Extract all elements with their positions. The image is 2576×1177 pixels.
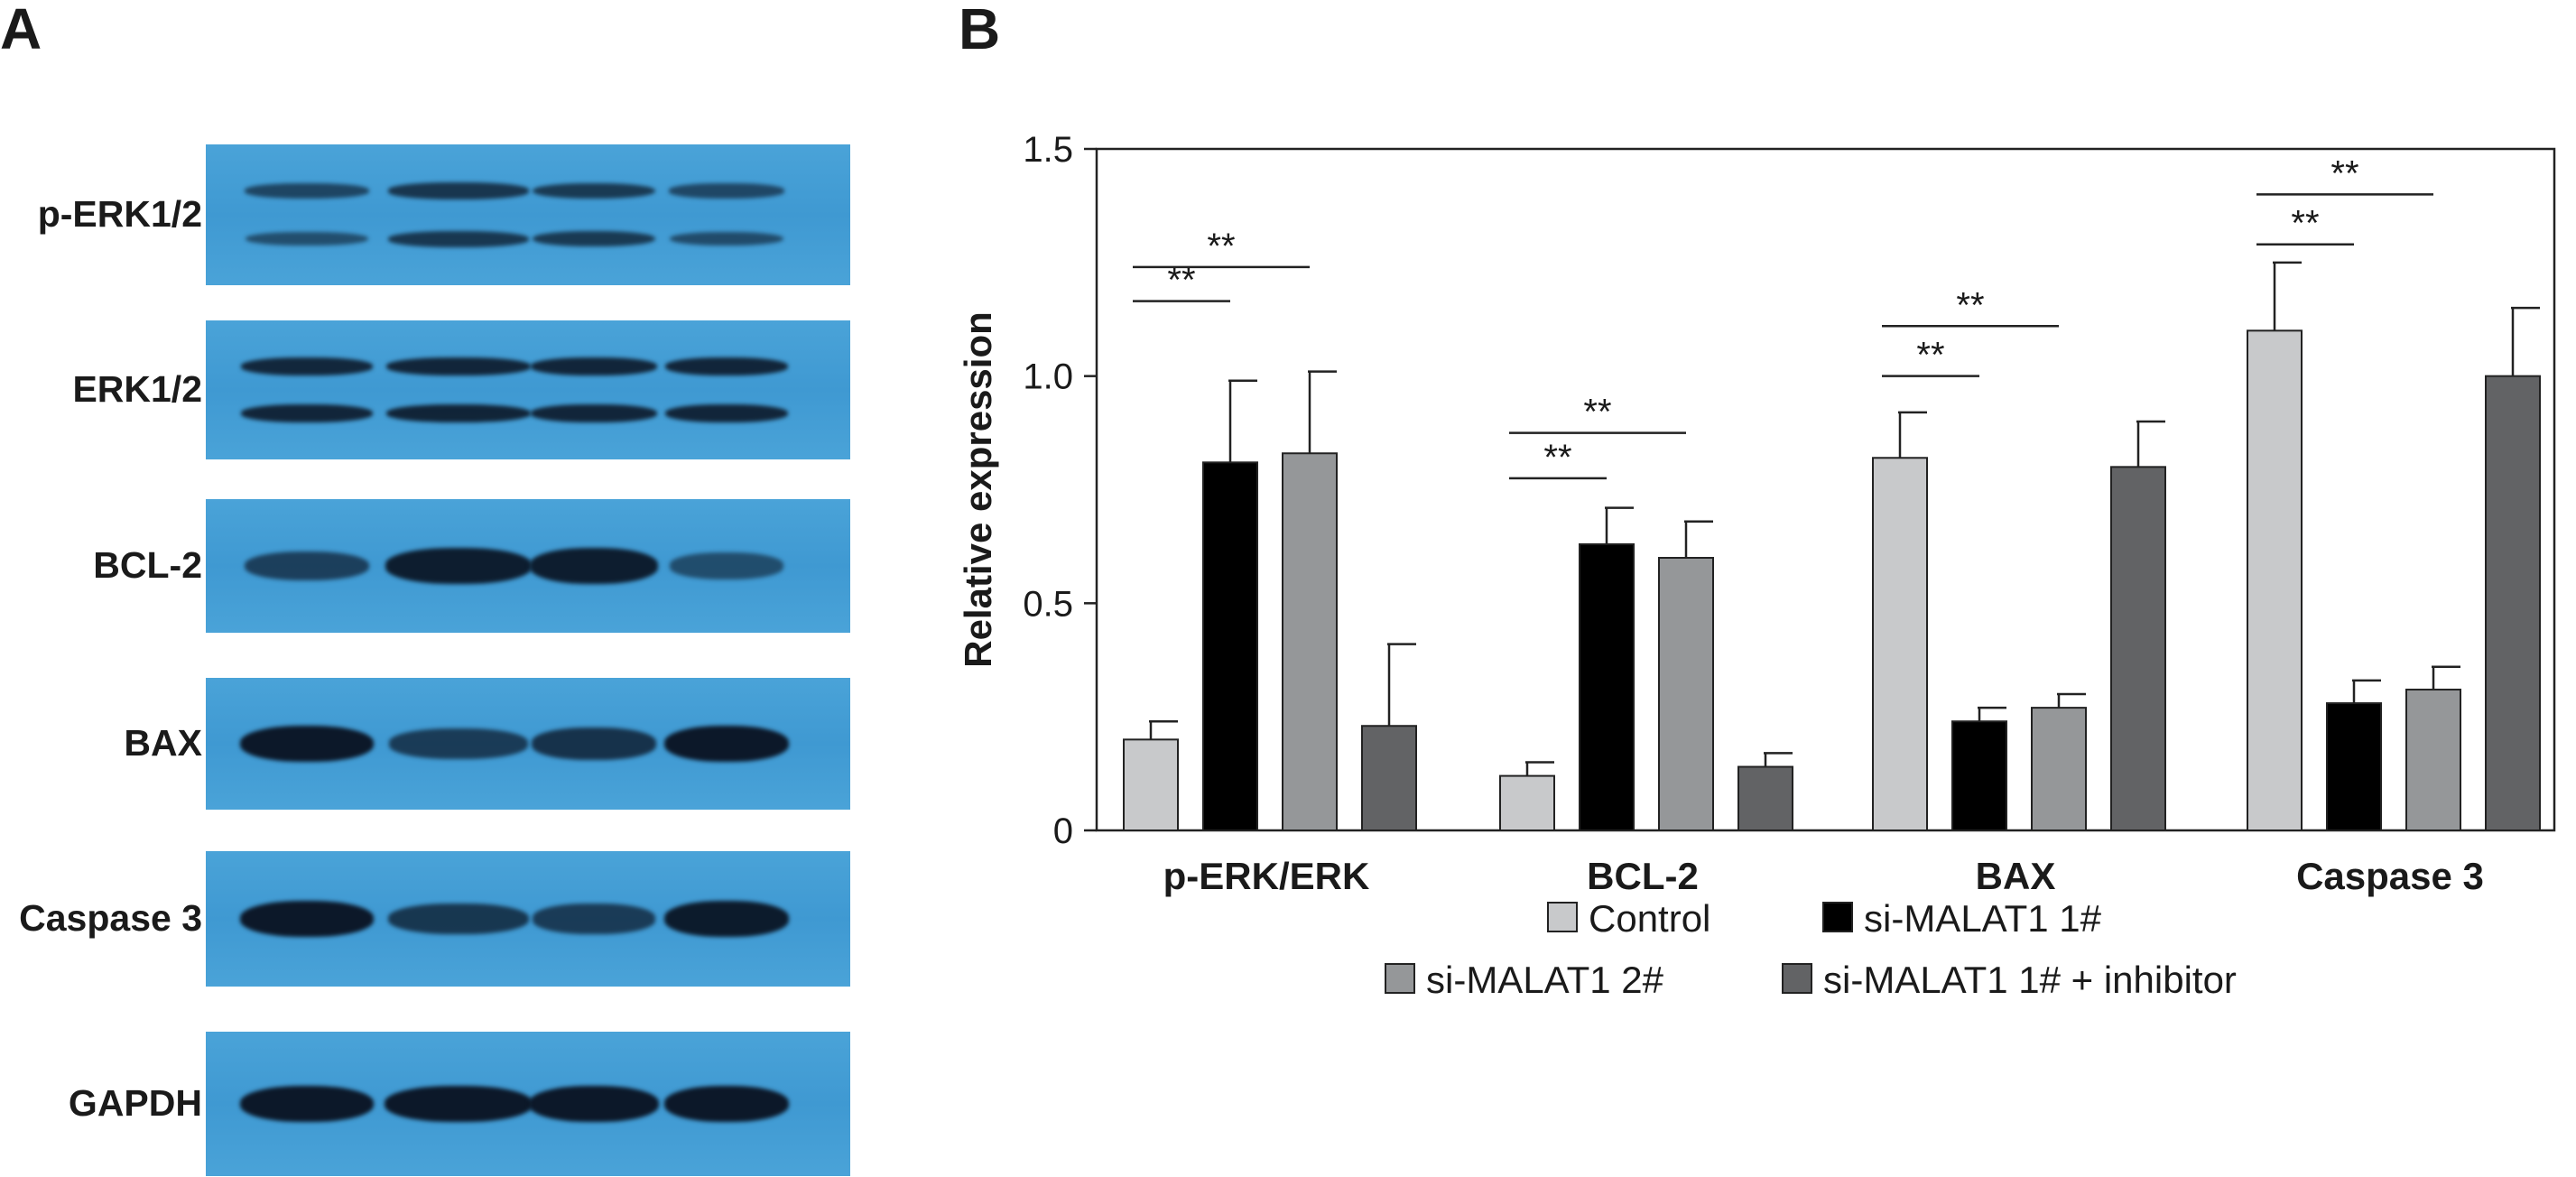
blot-band (245, 183, 369, 199)
blot-membrane (206, 678, 850, 810)
bar (2326, 702, 2382, 831)
bar (2405, 688, 2461, 832)
bar (1579, 542, 1635, 832)
blot-band (530, 404, 658, 423)
bar (1123, 738, 1179, 831)
blot-band (529, 548, 659, 584)
blot-band (385, 357, 532, 375)
blot-membrane (206, 320, 850, 459)
legend-swatch (1547, 902, 1578, 932)
bar (1872, 457, 1928, 831)
y-tick-label: 0.5 (1023, 584, 1073, 624)
legend-swatch (1782, 963, 1812, 994)
significance-label: ** (1543, 438, 1571, 477)
blot-label: ERK1/2 (72, 368, 202, 410)
panel-a-letter: A (0, 0, 42, 61)
blot-band (239, 1085, 375, 1123)
blot-band (239, 725, 375, 763)
blot-band (529, 1085, 659, 1123)
x-tick-label: p-ERK/ERK (1163, 855, 1370, 897)
significance-label: ** (2330, 153, 2358, 193)
legend-label: si-MALAT1 1# (1864, 897, 2102, 940)
blot-band (244, 551, 370, 581)
blot-band (246, 231, 368, 246)
blot-band (663, 725, 790, 763)
blot-band (385, 404, 532, 423)
y-tick-label: 1.5 (1023, 130, 1073, 170)
blot-band (669, 231, 784, 246)
blot-membrane (206, 144, 850, 285)
x-tick-label: BAX (1976, 855, 2056, 897)
y-tick-label: 1.0 (1023, 357, 1073, 397)
blot-membrane (206, 851, 850, 987)
bar (2110, 466, 2166, 831)
bar (1658, 557, 1714, 831)
bar (1951, 720, 2007, 832)
blot-band (669, 552, 784, 579)
blot-label: BCL-2 (93, 544, 202, 586)
blot-membrane (206, 1032, 850, 1176)
significance-label: ** (1167, 261, 1195, 301)
blot-band (663, 1085, 790, 1123)
x-tick-label: Caspase 3 (2296, 855, 2484, 897)
legend-label: si-MALAT1 2# (1426, 959, 1664, 1001)
panel-b-letter: B (959, 0, 1001, 61)
blot-membrane (206, 499, 850, 633)
x-tick-label: BCL-2 (1587, 855, 1699, 897)
blot-band (665, 357, 788, 375)
blot-band (388, 182, 529, 199)
blot-band (533, 904, 655, 934)
blot-label: p-ERK1/2 (37, 193, 202, 235)
legend-swatch (1385, 963, 1415, 994)
blot-label: GAPDH (68, 1082, 202, 1124)
bar (1202, 461, 1258, 831)
significance-label: ** (2291, 204, 2319, 244)
bar (2031, 707, 2087, 831)
legend-swatch (1822, 902, 1853, 932)
blot-band (388, 903, 529, 935)
blot-band (388, 230, 529, 247)
bar (1737, 765, 1793, 831)
legend-label: Control (1589, 897, 1710, 940)
blot-band (533, 230, 655, 247)
significance-label: ** (1583, 393, 1611, 432)
blot-band (241, 357, 373, 375)
blot-label: Caspase 3 (19, 897, 202, 939)
bar (1282, 452, 1338, 831)
blot-band (239, 900, 375, 938)
blot-band (389, 728, 528, 759)
significance-label: ** (1916, 336, 1944, 375)
blot-band (663, 900, 790, 938)
bar (1361, 725, 1417, 832)
significance-label: ** (1956, 285, 1984, 325)
blot-band (665, 404, 788, 423)
blot-band (241, 404, 373, 423)
plot-frame (1095, 147, 2556, 832)
blot-band (533, 182, 655, 199)
blot-band (532, 728, 656, 760)
bar (1499, 774, 1555, 831)
blot-band (669, 183, 784, 199)
significance-label: ** (1207, 227, 1235, 266)
y-tick-label: 0 (1053, 811, 1073, 851)
y-axis-label: Relative expression (957, 311, 999, 668)
legend-label: si-MALAT1 1# + inhibitor (1823, 959, 2237, 1001)
blot-label: BAX (124, 722, 202, 764)
blot-band (385, 1085, 533, 1123)
blot-band (385, 548, 533, 584)
bar (2485, 375, 2541, 831)
bar (2247, 329, 2303, 832)
blot-band (530, 357, 658, 375)
